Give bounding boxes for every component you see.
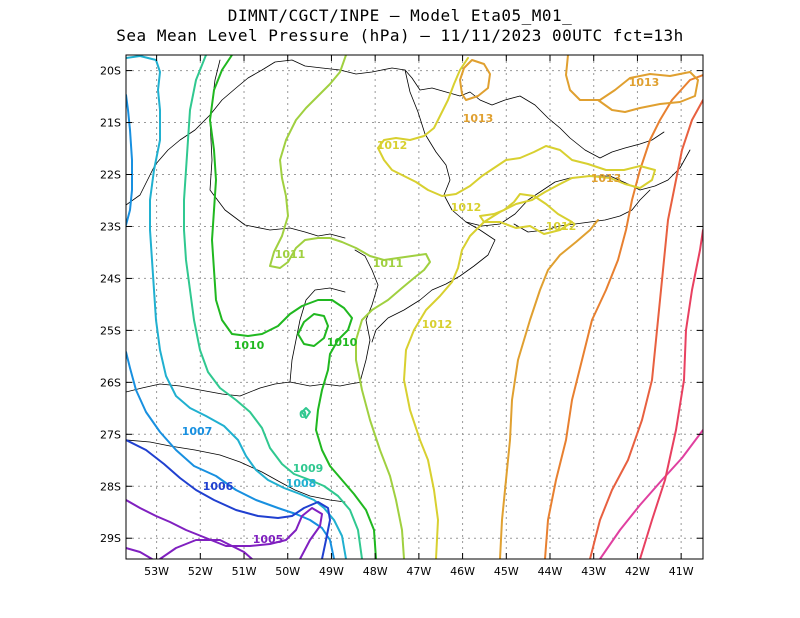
- y-tick-label: 29S: [100, 532, 121, 545]
- x-tick-label: 42W: [625, 565, 650, 578]
- map-title-line2: Sea Mean Level Pressure (hPa) – 11/11/20…: [116, 26, 684, 45]
- x-tick-label: 51W: [232, 565, 257, 578]
- y-axis-ticks: 20S 21S 22S 23S 24S 25S 26S 27S 28S 29S: [100, 65, 703, 545]
- contour-label: 1012: [377, 139, 408, 152]
- contour-label: 1012: [451, 201, 482, 214]
- contour-label: 1010: [327, 336, 358, 349]
- contour-label: 1005: [253, 533, 284, 546]
- x-tick-label: 47W: [406, 565, 431, 578]
- contour-label: 1012: [546, 220, 577, 233]
- contour-labels: 1013 1013 1013 1012 1012 1012 1012 1011 1011 1010…: [182, 76, 660, 546]
- y-tick-label: 20S: [100, 65, 121, 78]
- y-tick-label: 23S: [100, 220, 121, 233]
- contour-label: 1010: [234, 339, 265, 352]
- contour-label: 1007: [182, 425, 213, 438]
- contour-label: 1013: [463, 112, 494, 125]
- contour-label: 1012: [422, 318, 453, 331]
- x-tick-label: 43W: [581, 565, 606, 578]
- contour-label: 1011: [275, 248, 306, 261]
- contour-label: 1008: [286, 477, 317, 490]
- x-tick-label: 44W: [538, 565, 563, 578]
- contour-label: 1011: [373, 257, 404, 270]
- contour-label: 0: [299, 408, 307, 421]
- x-tick-label: 50W: [275, 565, 300, 578]
- contour-label: 1013: [591, 172, 622, 185]
- x-tick-label: 53W: [144, 565, 169, 578]
- x-tick-label: 41W: [669, 565, 694, 578]
- y-tick-label: 26S: [100, 376, 121, 389]
- y-tick-label: 25S: [100, 324, 121, 337]
- x-tick-label: 48W: [363, 565, 388, 578]
- y-tick-label: 22S: [100, 169, 121, 182]
- x-tick-label: 46W: [450, 565, 475, 578]
- x-axis-ticks: 53W 52W 51W 50W 49W 48W 47W 46W 45W 44W 43W 42W 41W: [144, 55, 694, 578]
- map-title-line1: DIMNT/CGCT/INPE – Model Eta05_M01_: [227, 6, 573, 25]
- map-frame: [125, 54, 704, 560]
- contour-label: 1013: [629, 76, 660, 89]
- x-tick-label: 52W: [188, 565, 213, 578]
- y-tick-label: 21S: [100, 117, 121, 130]
- x-tick-label: 49W: [319, 565, 344, 578]
- y-tick-label: 24S: [100, 272, 121, 285]
- y-tick-label: 27S: [100, 428, 121, 441]
- contour-label: 1006: [203, 480, 234, 493]
- contour-label: 1009: [293, 462, 324, 475]
- isobars: [126, 55, 703, 559]
- y-tick-label: 28S: [100, 480, 121, 493]
- x-tick-label: 45W: [494, 565, 519, 578]
